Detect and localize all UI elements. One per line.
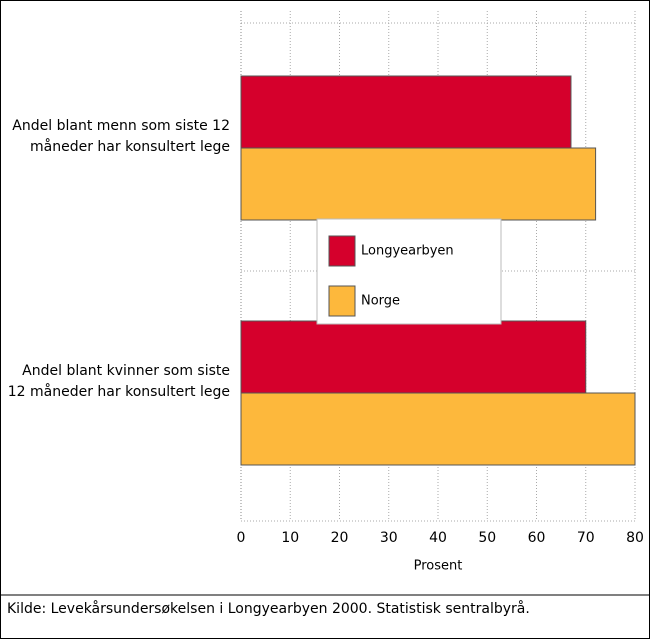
- x-tick-label: 30: [380, 530, 398, 546]
- legend-swatch: [328, 285, 356, 317]
- source: Kilde: Levekårsundersøkelsen i Longyearb…: [7, 601, 530, 617]
- legend-label: Norge: [361, 294, 400, 309]
- x-tick-label: 70: [577, 530, 595, 546]
- bar: [240, 147, 597, 221]
- x-tick-label: 80: [626, 530, 644, 546]
- bar: [240, 75, 572, 149]
- x-tick-label: 10: [281, 530, 299, 546]
- x-tick-label: 0: [237, 530, 246, 546]
- x-axis-label: Prosent: [414, 559, 463, 574]
- x-tick-label: 60: [528, 530, 546, 546]
- x-tick-label: 20: [331, 530, 349, 546]
- x-tick-label: 40: [429, 530, 447, 546]
- y-tick-label: Andel blant menn som siste 12 måneder ha…: [12, 118, 230, 155]
- x-tick-label: 50: [478, 530, 496, 546]
- y-tick-label: Andel blant kvinner som siste 12 måneder…: [7, 363, 230, 400]
- bar: [240, 320, 587, 394]
- bar: [240, 392, 636, 466]
- legend-label: Longyearbyen: [361, 244, 454, 259]
- legend-swatch: [328, 235, 356, 267]
